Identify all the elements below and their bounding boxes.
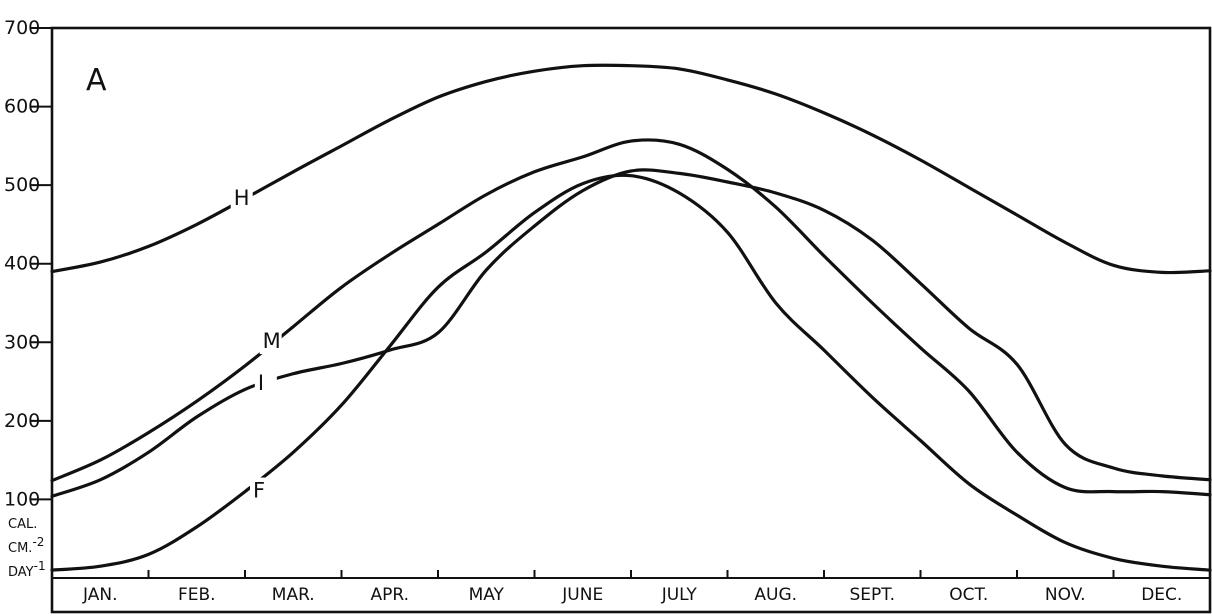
month-label: JAN. bbox=[82, 585, 117, 605]
month-label: APR. bbox=[371, 585, 410, 605]
x-axis: JAN. FEB. MAR. APR. MAY JUNE JULY AUG. SEPT. OCT.… bbox=[82, 570, 1182, 605]
series-h-label-bg bbox=[230, 184, 253, 211]
series-f-label-bg bbox=[250, 477, 272, 504]
plot-area: H MI F bbox=[50, 63, 1212, 572]
month-label: AUG. bbox=[754, 585, 797, 605]
series-m-label: M bbox=[263, 329, 281, 353]
y-unit-line3: DAY-1 bbox=[8, 559, 46, 580]
month-label: NOV. bbox=[1045, 585, 1086, 605]
series-h-line bbox=[50, 63, 1212, 275]
y-axis: 700 600 500 400 300 200 100 bbox=[4, 17, 52, 510]
y-tick-label: 400 bbox=[4, 253, 40, 275]
series-i-line bbox=[50, 168, 1212, 498]
series-m-line bbox=[50, 138, 1212, 497]
month-label: OCT. bbox=[949, 585, 988, 605]
month-label: SEPT. bbox=[849, 585, 895, 605]
plot-frame bbox=[50, 26, 1212, 614]
y-unit-line2: CM.-2 bbox=[8, 535, 44, 556]
y-tick-label: 300 bbox=[4, 331, 40, 353]
month-label: JULY bbox=[661, 585, 698, 605]
month-label: JUNE bbox=[561, 585, 603, 605]
series-f-label: F bbox=[253, 479, 265, 503]
y-tick-label: 500 bbox=[4, 174, 40, 196]
y-tick-label: 200 bbox=[4, 410, 40, 432]
month-label: FEB. bbox=[178, 585, 216, 605]
month-label: DEC. bbox=[1141, 585, 1182, 605]
y-tick-label: 600 bbox=[4, 96, 40, 118]
panel-label: A bbox=[86, 63, 107, 98]
y-unit-line1: CAL. bbox=[8, 517, 37, 532]
month-label: MAY bbox=[469, 585, 505, 605]
series-i-label: I bbox=[258, 371, 264, 395]
y-unit-label: CAL. CM.-2 DAY-1 bbox=[8, 517, 46, 580]
y-tick-label: 100 bbox=[4, 488, 40, 510]
series-h-label: H bbox=[234, 186, 250, 210]
series-m-label-bg bbox=[259, 328, 282, 354]
series-f-line bbox=[50, 173, 1212, 572]
y-tick-label: 700 bbox=[4, 17, 40, 39]
month-label: MAR. bbox=[272, 585, 315, 605]
series-i-label-bg bbox=[254, 369, 277, 396]
